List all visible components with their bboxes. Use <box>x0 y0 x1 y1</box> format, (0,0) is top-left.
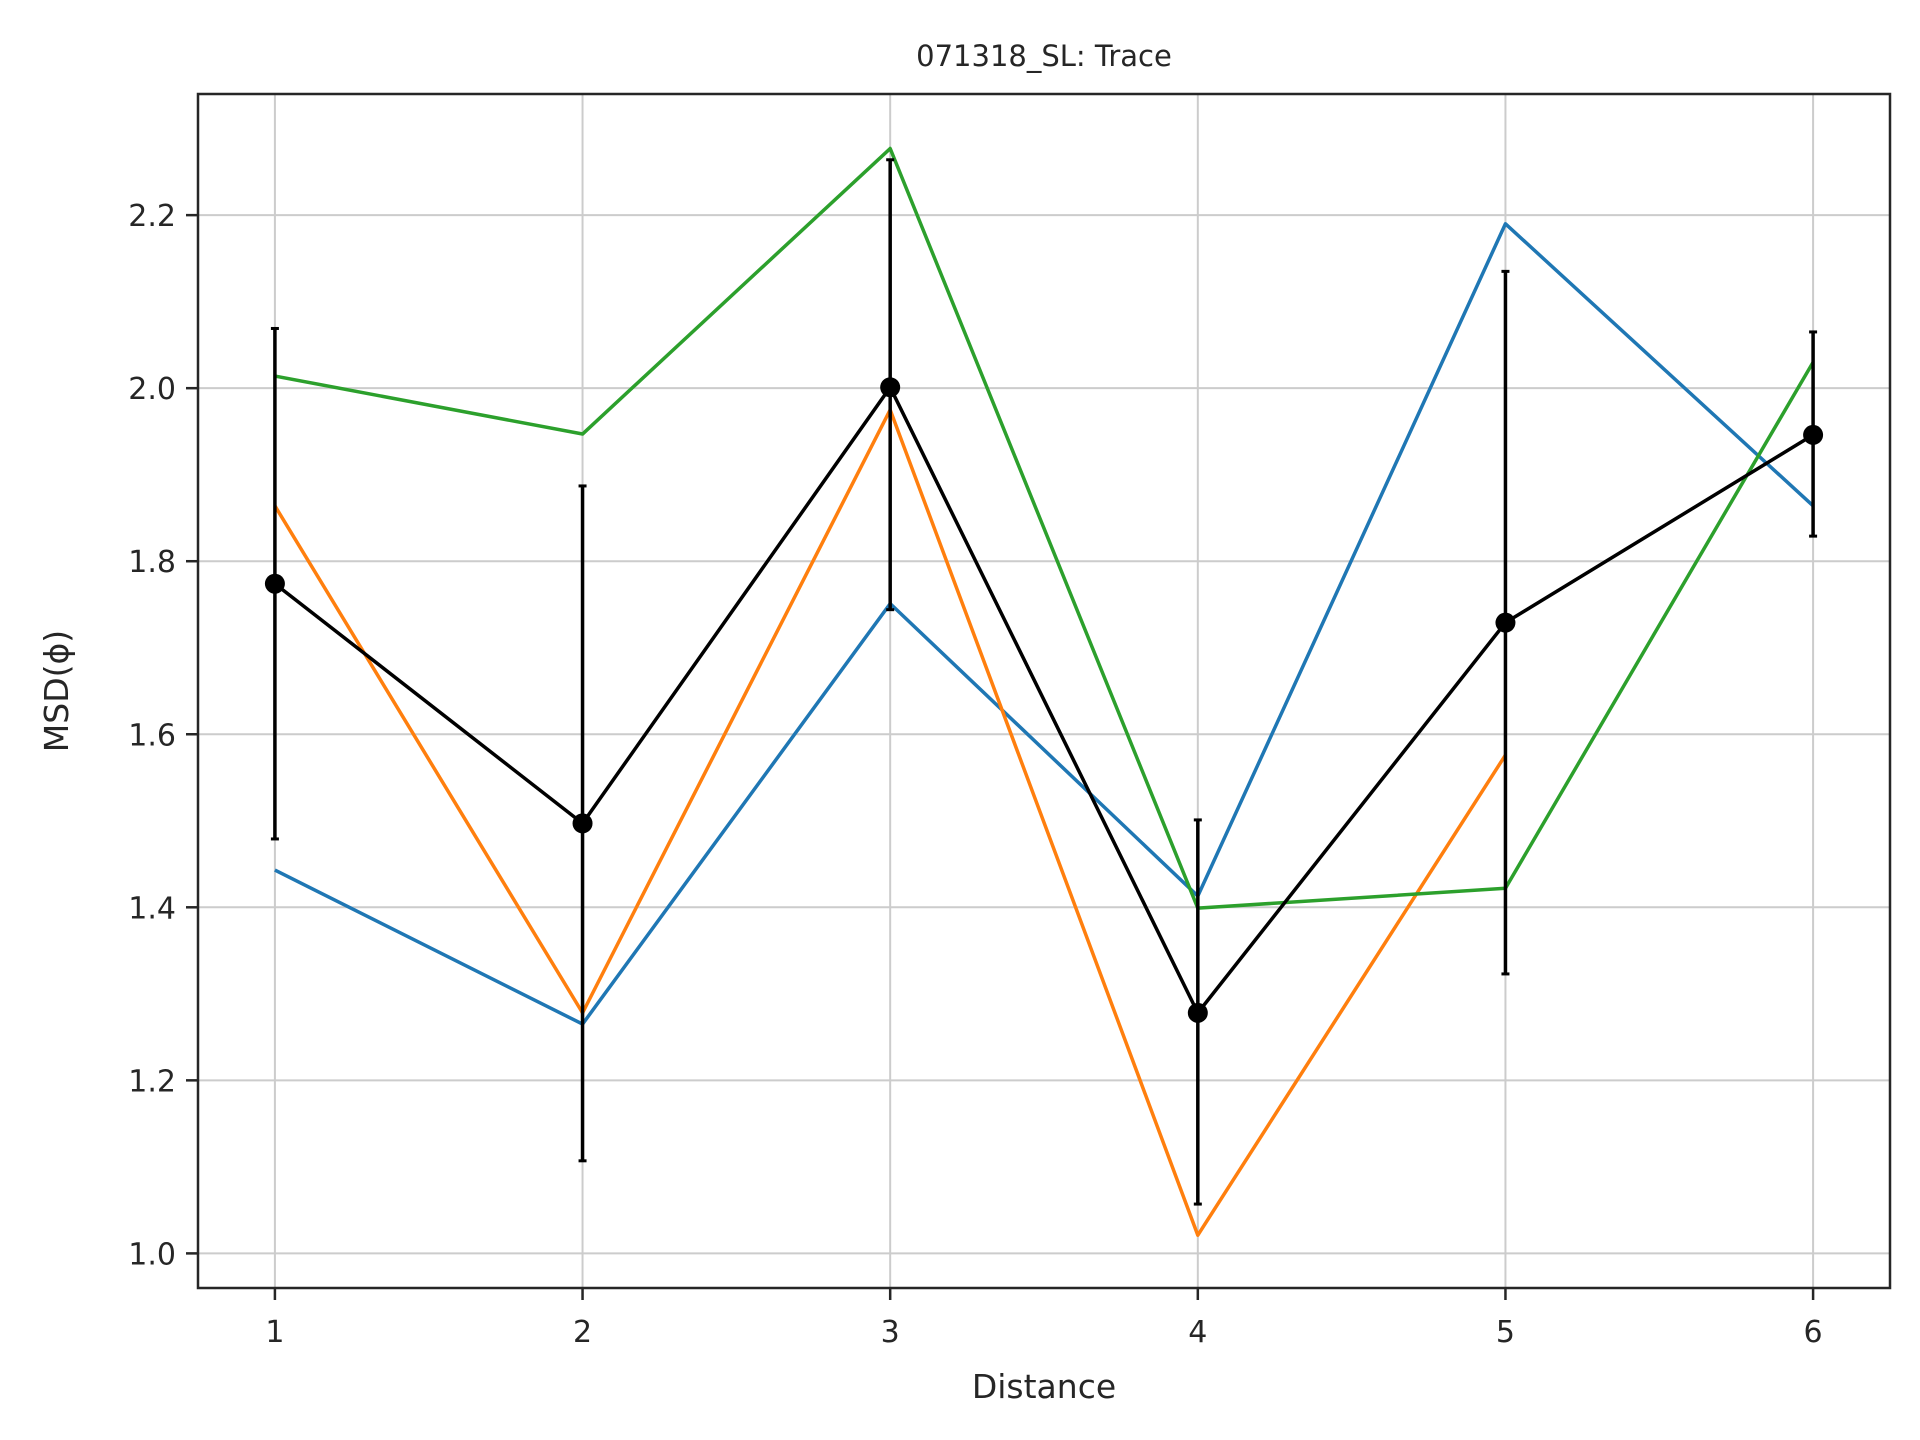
y-tick-label: 2.2 <box>128 199 176 234</box>
y-tick-label: 1.2 <box>128 1064 176 1099</box>
ticks: 1 2 3 4 5 6 1.0 1.2 1.4 1.6 1.8 2.0 2.2 <box>128 199 1822 1350</box>
mean-point <box>572 813 593 834</box>
x-axis-label: Distance <box>972 1367 1116 1406</box>
y-tick-label: 2.0 <box>128 372 176 407</box>
mean-point <box>880 377 901 398</box>
y-tick-label: 1.0 <box>128 1237 176 1272</box>
y-tick-label: 1.4 <box>128 891 176 926</box>
x-tick-label: 4 <box>1188 1315 1207 1350</box>
mean-point <box>264 573 285 594</box>
mean-series-line <box>273 385 1815 1015</box>
mean-point <box>1187 1002 1208 1023</box>
series-line-blue <box>274 222 1815 1026</box>
x-tick-label: 5 <box>1496 1315 1515 1350</box>
mean-series-layer <box>264 158 1824 1206</box>
chart-title: 071318_SL: Trace <box>916 39 1172 73</box>
mean-point <box>1803 424 1824 445</box>
series-line-green <box>274 146 1815 910</box>
plot-frame <box>196 92 1892 1290</box>
x-tick-label: 6 <box>1804 1315 1823 1350</box>
x-tick-label: 3 <box>881 1315 900 1350</box>
y-axis-label: MSD(ϕ) <box>37 630 76 752</box>
mean-point <box>1495 612 1516 633</box>
y-tick-label: 1.8 <box>128 545 176 580</box>
x-tick-label: 1 <box>265 1315 284 1350</box>
x-tick-label: 2 <box>573 1315 592 1350</box>
y-tick-label: 1.6 <box>128 718 176 753</box>
